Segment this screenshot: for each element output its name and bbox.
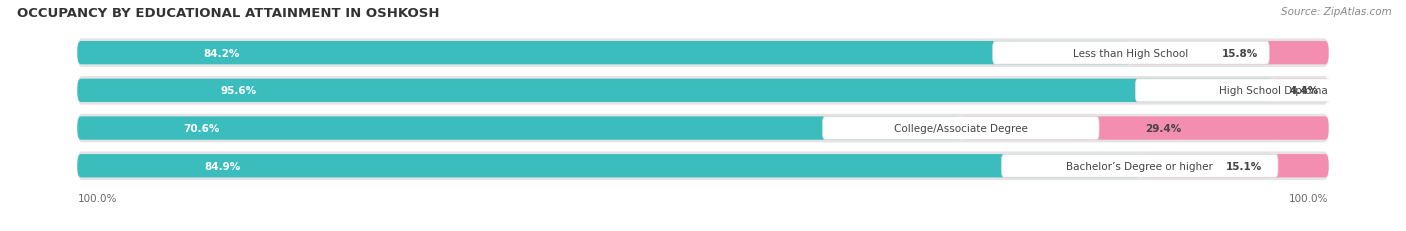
FancyBboxPatch shape <box>77 39 1329 68</box>
FancyBboxPatch shape <box>823 117 1099 140</box>
Text: Bachelor’s Degree or higher: Bachelor’s Degree or higher <box>1066 161 1213 171</box>
FancyBboxPatch shape <box>960 117 1329 140</box>
Text: 15.1%: 15.1% <box>1226 161 1261 171</box>
FancyBboxPatch shape <box>77 154 1140 178</box>
Text: College/Associate Degree: College/Associate Degree <box>894 124 1028 134</box>
FancyBboxPatch shape <box>77 79 1274 103</box>
Text: 100.0%: 100.0% <box>1289 193 1329 203</box>
Text: OCCUPANCY BY EDUCATIONAL ATTAINMENT IN OSHKOSH: OCCUPANCY BY EDUCATIONAL ATTAINMENT IN O… <box>17 7 439 20</box>
Text: 95.6%: 95.6% <box>221 86 257 96</box>
Text: Source: ZipAtlas.com: Source: ZipAtlas.com <box>1281 7 1392 17</box>
FancyBboxPatch shape <box>77 152 1329 180</box>
Text: 100.0%: 100.0% <box>77 193 117 203</box>
FancyBboxPatch shape <box>1130 42 1329 65</box>
Text: 15.8%: 15.8% <box>1222 49 1258 58</box>
FancyBboxPatch shape <box>1140 154 1329 178</box>
FancyBboxPatch shape <box>1274 79 1329 103</box>
Text: High School Diploma: High School Diploma <box>1219 86 1329 96</box>
Text: 29.4%: 29.4% <box>1144 124 1181 134</box>
Text: 70.6%: 70.6% <box>183 124 219 134</box>
FancyBboxPatch shape <box>77 114 1329 143</box>
FancyBboxPatch shape <box>77 117 960 140</box>
Text: 84.9%: 84.9% <box>205 161 240 171</box>
FancyBboxPatch shape <box>1001 155 1278 177</box>
Text: 84.2%: 84.2% <box>204 49 240 58</box>
FancyBboxPatch shape <box>993 42 1270 65</box>
FancyBboxPatch shape <box>77 42 1130 65</box>
Text: Less than High School: Less than High School <box>1073 49 1188 58</box>
FancyBboxPatch shape <box>1135 79 1406 102</box>
Text: 4.4%: 4.4% <box>1289 86 1319 96</box>
FancyBboxPatch shape <box>77 77 1329 105</box>
